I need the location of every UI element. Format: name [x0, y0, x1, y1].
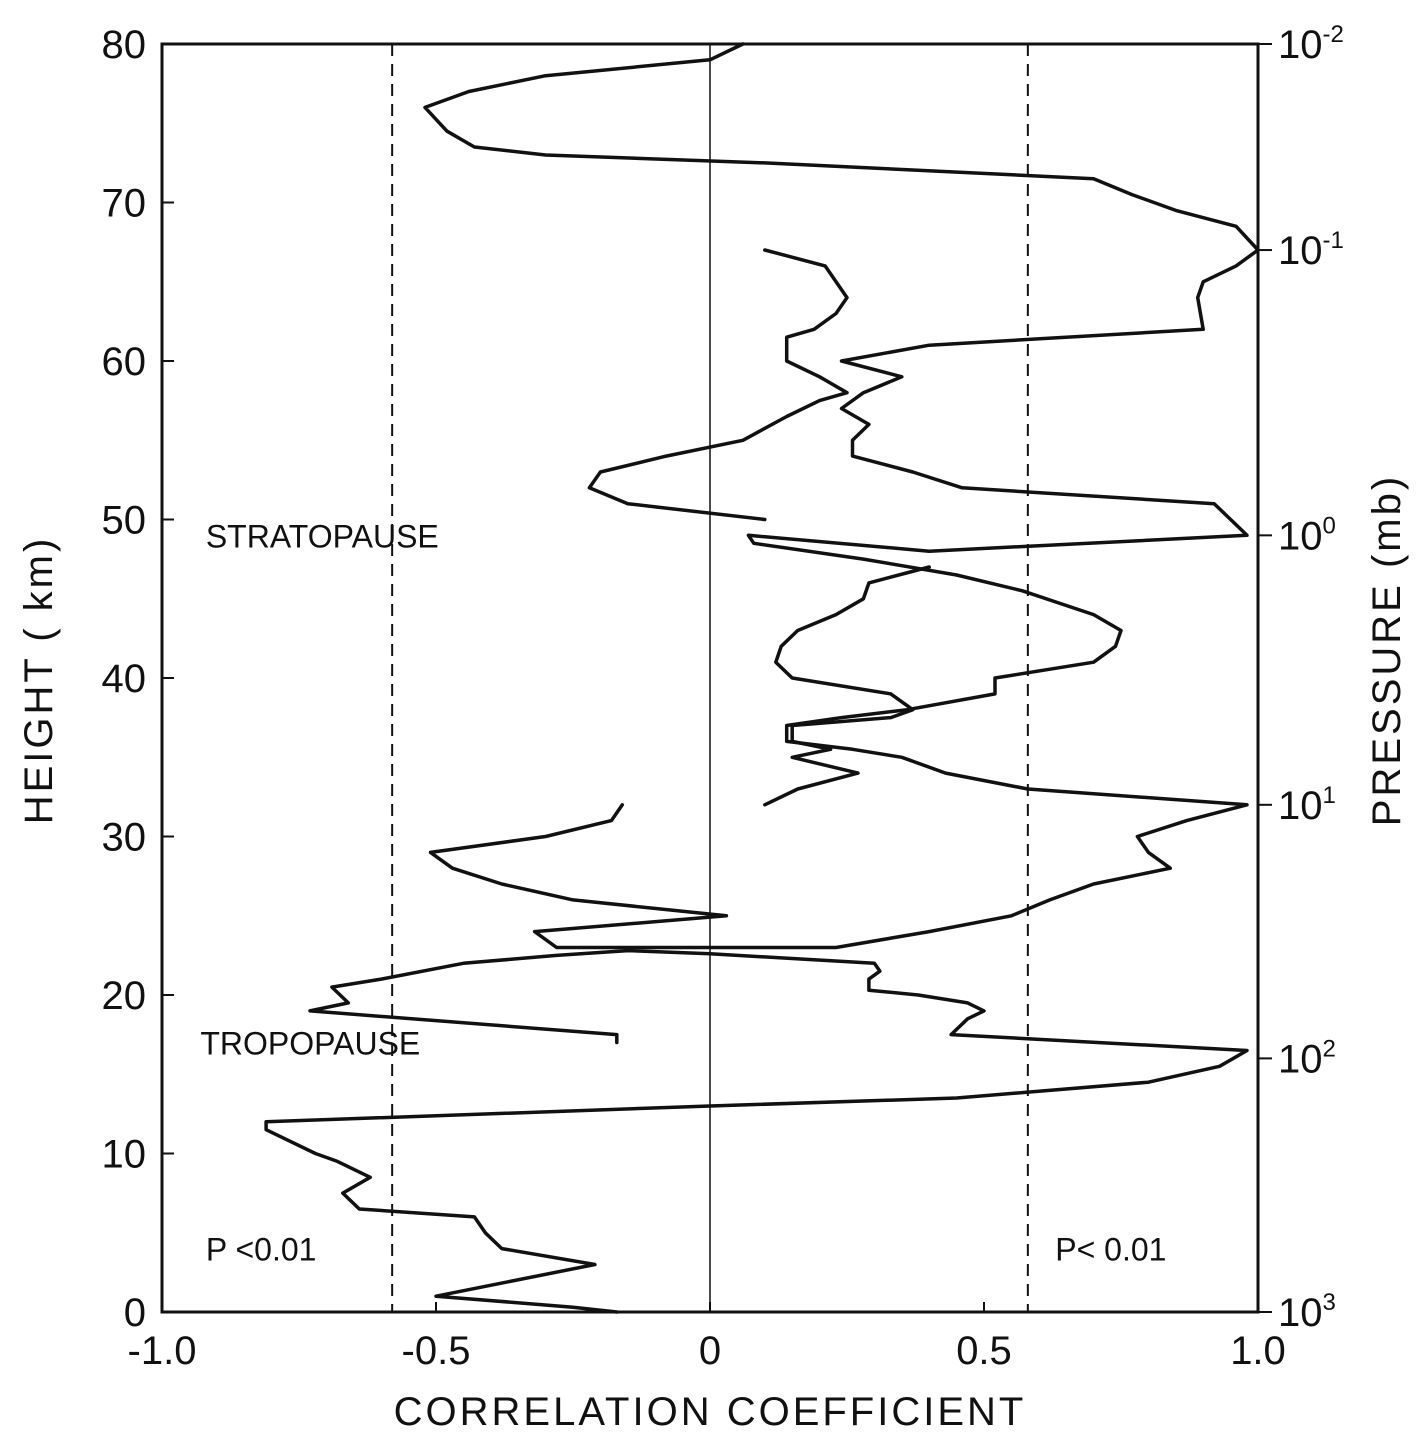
y-tick-label: 0	[124, 1291, 146, 1335]
y2-tick-label: 10-2	[1278, 21, 1344, 67]
series-line-3	[587, 248, 849, 522]
y-tick-label: 80	[102, 23, 147, 67]
y-tick-label: 70	[102, 182, 147, 226]
y-axis-ticks: 0 10 20 30 40 50 60 70 80	[102, 23, 174, 1335]
y2-tick-base: 10	[1278, 514, 1323, 558]
y2-tick-label: 101	[1278, 782, 1336, 828]
annotations: STRATOPAUSE TROPOPAUSE P <0.01 P< 0.01	[200, 518, 1166, 1267]
series-line-1	[264, 948, 1249, 1314]
y2-tick-label: 102	[1278, 1035, 1336, 1081]
y2-tick-base: 10	[1278, 23, 1323, 67]
x-tick-label: 0.5	[956, 1329, 1012, 1373]
annotation-label: TROPOPAUSE	[200, 1026, 420, 1062]
y2-tick-exponent: 0	[1323, 512, 1336, 539]
y2-tick-exponent: 3	[1323, 1289, 1336, 1316]
x-tick-label: 0	[699, 1329, 721, 1373]
y2-tick-base: 10	[1278, 1037, 1323, 1081]
series-line-2	[423, 42, 1260, 950]
y-tick-label: 30	[102, 816, 147, 860]
y-tick-label: 20	[102, 974, 147, 1018]
y2-tick-exponent: 2	[1323, 1035, 1336, 1062]
x-tick-label: -0.5	[402, 1329, 471, 1373]
y2-tick-base: 10	[1278, 784, 1323, 828]
x-tick-label: 1.0	[1230, 1329, 1286, 1373]
y-tick-label: 40	[102, 657, 147, 701]
annotation-label: P <0.01	[206, 1232, 317, 1268]
y2-tick-label: 10-1	[1278, 227, 1344, 273]
annotation-label: STRATOPAUSE	[206, 518, 439, 554]
y2-tick-base: 10	[1278, 229, 1323, 273]
y2-tick-label: 103	[1278, 1289, 1336, 1335]
y2-tick-base: 10	[1278, 1291, 1323, 1335]
x-axis-ticks: -1.0 -0.5 0 0.5 1.0	[128, 1302, 1286, 1373]
series-line-4	[763, 565, 931, 807]
y2-tick-exponent: -1	[1323, 227, 1344, 254]
y-tick-label: 60	[102, 340, 147, 384]
y2-tick-label: 100	[1278, 512, 1336, 558]
annotation-label: P< 0.01	[1055, 1232, 1166, 1268]
y-tick-label: 10	[102, 1133, 147, 1177]
y2-tick-exponent: 1	[1323, 782, 1336, 809]
y2-axis-title: PRESSURE (mb)	[1365, 474, 1409, 826]
x-axis-title: CORRELATION COEFFICIENT	[394, 1390, 1027, 1434]
x-tick-label: -1.0	[128, 1329, 197, 1373]
series-layer	[264, 42, 1260, 1314]
reference-lines	[391, 44, 1029, 1312]
y-tick-label: 50	[102, 499, 147, 543]
y-axis-title: HEIGHT ( km)	[17, 536, 61, 825]
y2-tick-exponent: -2	[1323, 21, 1344, 48]
